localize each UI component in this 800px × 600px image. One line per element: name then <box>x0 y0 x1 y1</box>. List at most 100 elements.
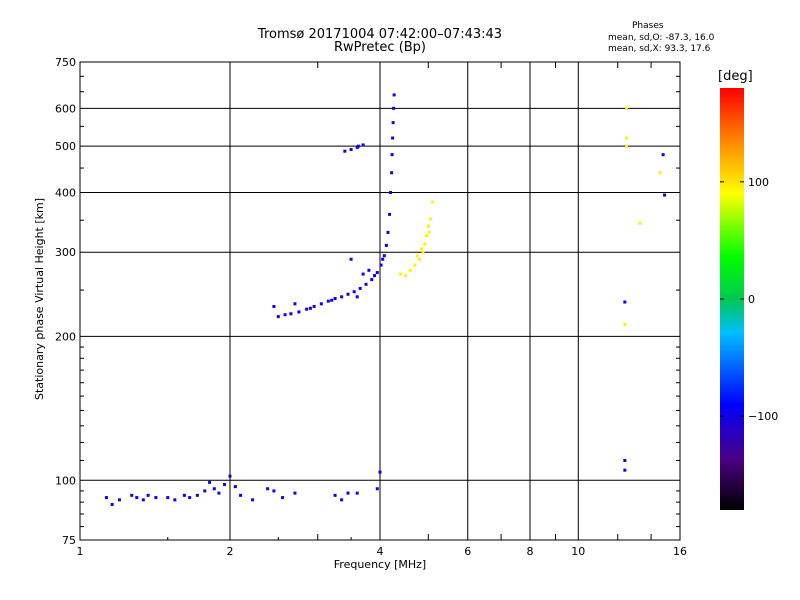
data-point-o <box>379 263 383 267</box>
colorbar-tick-label: 0 <box>748 293 755 306</box>
colorbar-label: [deg] <box>718 69 753 84</box>
data-point-x <box>423 242 427 246</box>
data-point-o <box>355 295 359 299</box>
data-point-o <box>389 190 393 194</box>
data-point-o <box>391 136 395 140</box>
data-point-o <box>308 306 312 310</box>
plot-frame <box>79 61 681 541</box>
data-point-o <box>346 292 350 296</box>
data-point-o <box>283 313 287 317</box>
data-point-x <box>623 322 627 326</box>
data-point-x <box>425 234 429 238</box>
x-tick-label: 10 <box>571 545 585 558</box>
data-point-o <box>319 302 323 306</box>
data-point-o <box>378 470 382 474</box>
data-point-o <box>349 257 353 261</box>
data-point-x <box>413 263 417 267</box>
data-point-o <box>343 149 347 153</box>
data-point-o <box>182 493 186 497</box>
data-point-o <box>390 153 394 157</box>
data-point-o <box>104 496 108 500</box>
y-tick-label: 400 <box>55 186 76 199</box>
data-point-o <box>388 212 392 216</box>
data-point-o <box>623 458 627 462</box>
x-tick-label: 4 <box>377 545 384 558</box>
data-point-o <box>272 489 276 493</box>
data-point-o <box>349 148 353 152</box>
x-tick-label: 8 <box>527 545 534 558</box>
data-point-o <box>212 487 216 491</box>
data-point-x <box>426 224 430 228</box>
data-point-x <box>421 250 425 254</box>
data-point-o <box>154 496 158 500</box>
x-tick-label: 6 <box>464 545 471 558</box>
data-point-o <box>382 254 386 258</box>
y-tick-label: 500 <box>55 140 76 153</box>
data-point-o <box>361 272 365 276</box>
data-point-o <box>141 498 145 502</box>
data-point-o <box>623 468 627 472</box>
data-point-o <box>272 304 276 308</box>
colorbar-tick-label: 100 <box>748 176 769 189</box>
data-point-x <box>431 200 435 204</box>
data-point-o <box>392 93 396 97</box>
data-point-o <box>223 482 227 486</box>
data-point-o <box>266 487 270 491</box>
x-tick-label: 16 <box>673 545 687 558</box>
data-point-o <box>228 474 232 478</box>
data-point-o <box>373 274 377 278</box>
data-point-o <box>289 312 293 316</box>
data-point-o <box>130 493 134 497</box>
data-point-o <box>117 498 121 502</box>
data-point-o <box>358 286 362 290</box>
data-point-o <box>367 268 371 272</box>
data-point-o <box>297 310 301 314</box>
legend-line-o: mean, sd,O: -87.3, 16.0 <box>608 33 715 43</box>
y-tick-label: 600 <box>55 102 76 115</box>
data-point-o <box>364 282 368 286</box>
data-point-o <box>173 498 177 502</box>
data-point-o <box>340 295 344 299</box>
data-point-o <box>355 491 359 495</box>
data-point-x <box>625 106 629 110</box>
data-point-o <box>233 485 237 489</box>
data-point-o <box>293 491 297 495</box>
data-point-o <box>381 257 385 261</box>
y-tick-label: 750 <box>55 56 76 69</box>
chart-title: Tromsø 20171004 07:42:00–07:43:43 <box>257 27 503 42</box>
data-point-x <box>638 221 642 225</box>
data-point-x <box>417 257 421 261</box>
data-point-x <box>427 230 431 234</box>
data-point-o <box>333 297 337 301</box>
data-point-x <box>625 136 629 140</box>
data-point-x <box>399 272 403 276</box>
data-point-o <box>146 493 150 497</box>
data-point-o <box>352 290 356 294</box>
data-point-o <box>330 298 334 302</box>
y-tick-label: 200 <box>55 330 76 343</box>
data-point-o <box>203 489 207 493</box>
data-point-o <box>386 230 390 234</box>
data-point-o <box>661 153 665 157</box>
data-point-o <box>384 243 388 247</box>
data-point-o <box>375 271 379 275</box>
data-point-o <box>208 480 212 484</box>
legend-heading: Phases <box>632 21 664 31</box>
data-point-x <box>420 247 424 251</box>
y-tick-label: 300 <box>55 246 76 259</box>
data-point-o <box>281 496 285 500</box>
data-point-o <box>326 299 330 303</box>
data-point-o <box>276 315 280 319</box>
data-point-o <box>390 171 394 175</box>
data-point-o <box>375 487 379 491</box>
data-point-o <box>361 143 365 147</box>
data-point-x <box>403 274 407 278</box>
x-tick-label: 1 <box>77 545 84 558</box>
data-point-o <box>333 493 337 497</box>
data-point-o <box>356 144 360 148</box>
data-point-o <box>370 278 374 282</box>
colorbar-tick-label: −100 <box>748 410 778 423</box>
data-point-o <box>135 496 139 500</box>
x-axis-label: Frequency [MHz] <box>333 558 427 571</box>
